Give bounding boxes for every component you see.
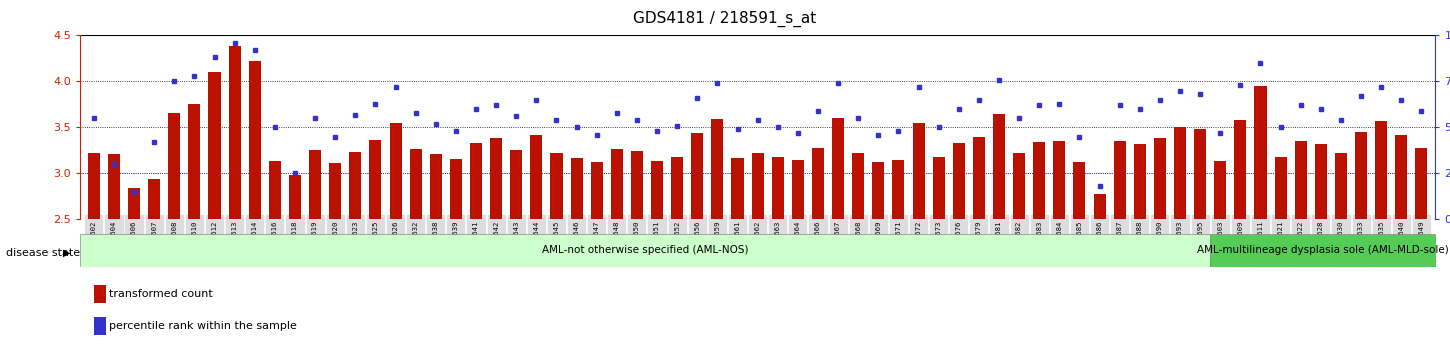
Bar — [289, 175, 302, 219]
Bar — [692, 133, 703, 219]
Bar — [268, 161, 281, 219]
Bar — [1114, 141, 1125, 219]
Bar — [370, 140, 381, 219]
Bar — [1154, 138, 1166, 219]
Bar — [1275, 157, 1286, 219]
Bar — [1395, 135, 1408, 219]
Bar — [712, 119, 724, 219]
Bar — [671, 157, 683, 219]
Bar — [892, 160, 905, 219]
Bar — [751, 153, 764, 219]
Bar — [1254, 86, 1266, 219]
Bar — [873, 162, 884, 219]
Text: AML-not otherwise specified (AML-NOS): AML-not otherwise specified (AML-NOS) — [542, 245, 748, 256]
Bar — [551, 153, 563, 219]
Bar — [329, 163, 341, 219]
Bar — [1315, 144, 1327, 219]
Bar — [731, 158, 744, 219]
Bar — [973, 137, 985, 219]
Bar — [1034, 142, 1045, 219]
Bar — [1356, 132, 1367, 219]
Bar — [631, 152, 642, 219]
Bar — [953, 143, 964, 219]
Text: ▶: ▶ — [62, 248, 71, 258]
Bar — [1214, 161, 1227, 219]
Bar — [771, 157, 784, 219]
Bar — [410, 149, 422, 219]
Bar — [349, 152, 361, 219]
Bar — [229, 46, 241, 219]
Bar — [188, 103, 200, 219]
Bar — [1014, 153, 1025, 219]
Bar — [1295, 141, 1306, 219]
Bar — [1073, 162, 1086, 219]
Bar — [490, 138, 502, 219]
Bar — [168, 113, 180, 219]
Bar — [107, 154, 120, 219]
Bar — [390, 123, 402, 219]
Bar — [912, 123, 925, 219]
Bar — [651, 161, 663, 219]
Bar — [570, 158, 583, 219]
Bar — [1234, 120, 1247, 219]
Bar — [853, 153, 864, 219]
Bar — [80, 234, 1211, 267]
Text: percentile rank within the sample: percentile rank within the sample — [109, 321, 297, 331]
Bar — [510, 149, 522, 219]
Bar — [812, 148, 824, 219]
Bar — [1211, 234, 1436, 267]
Text: transformed count: transformed count — [109, 289, 213, 299]
Bar — [88, 153, 100, 219]
Bar — [1195, 129, 1206, 219]
Bar — [1134, 144, 1146, 219]
Bar — [531, 135, 542, 219]
Text: AML-multilineage dysplasia sole (AML-MLD-sole): AML-multilineage dysplasia sole (AML-MLD… — [1198, 245, 1449, 256]
Bar — [249, 61, 261, 219]
Bar — [148, 179, 160, 219]
Bar — [1335, 153, 1347, 219]
Bar — [792, 160, 803, 219]
Bar — [470, 143, 481, 219]
Bar — [590, 162, 603, 219]
Bar — [832, 118, 844, 219]
Bar — [209, 72, 220, 219]
Bar — [450, 159, 463, 219]
Text: GDS4181 / 218591_s_at: GDS4181 / 218591_s_at — [634, 11, 816, 27]
Bar — [1415, 148, 1427, 219]
Bar — [128, 188, 141, 219]
Bar — [932, 157, 945, 219]
Bar — [1093, 194, 1105, 219]
Bar — [429, 154, 442, 219]
Text: disease state: disease state — [6, 248, 80, 258]
Bar — [1174, 127, 1186, 219]
Bar — [610, 149, 624, 219]
Bar — [993, 114, 1005, 219]
Bar — [1053, 141, 1066, 219]
Bar — [309, 150, 320, 219]
Bar — [1375, 121, 1388, 219]
